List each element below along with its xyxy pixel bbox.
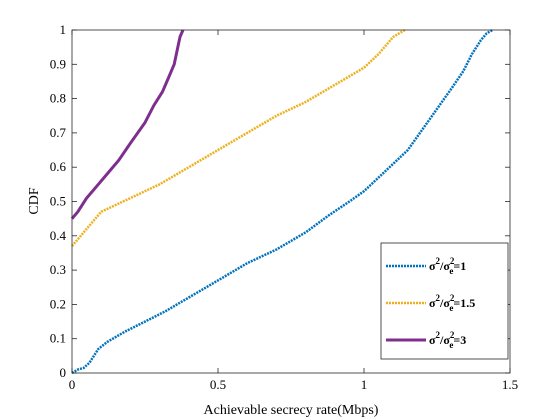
y-tick-label: 0	[60, 365, 67, 380]
x-tick-label: 1.5	[502, 377, 518, 392]
y-tick-label: 0.1	[50, 331, 66, 346]
plot-layer	[70, 28, 494, 375]
legend-label: σ2/σ2 e=1	[429, 256, 466, 276]
x-tick-label: 0.5	[210, 377, 226, 392]
y-tick-label: 0.2	[50, 296, 66, 311]
legend-label: σ2/σ2 e=1.5	[429, 293, 475, 313]
legend-entry-3: σ2/σ2 e=3	[386, 330, 466, 350]
legend-label: σ2/σ2 e=3	[429, 330, 466, 350]
series-line-3	[70, 29, 185, 220]
series-line-2	[71, 28, 406, 247]
y-tick-label: 0.6	[50, 159, 67, 174]
y-tick-label: 1	[60, 22, 67, 37]
y-tick-label: 0.3	[50, 262, 66, 277]
legend: σ2/σ2 e=1 σ2/σ2 e=1.5 σ2/σ2 e=3	[380, 242, 509, 360]
x-tick-label: 0	[69, 377, 76, 392]
y-tick-label: 0.5	[50, 194, 66, 209]
legend-entry-2: σ2/σ2 e=1.5	[386, 293, 475, 313]
y-tick-label: 0.4	[50, 228, 67, 243]
y-tick-label: 0.8	[50, 91, 66, 106]
y-axis-label: CDF	[27, 187, 42, 214]
series-line-1	[71, 28, 494, 375]
x-tick-label: 1	[361, 377, 368, 392]
legend-entry-1: σ2/σ2 e=1	[386, 256, 466, 276]
y-tick-label: 0.7	[50, 125, 67, 140]
y-tick-label: 0.9	[50, 56, 66, 71]
x-axis-label: Achievable secrecy rate(Mbps)	[204, 403, 379, 418]
